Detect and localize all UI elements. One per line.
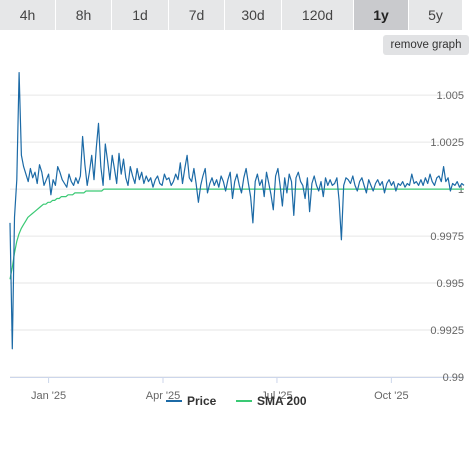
y-tick-label: 0.99 xyxy=(443,372,464,384)
tab-120d[interactable]: 120d xyxy=(282,0,354,30)
series-line-price xyxy=(9,71,465,350)
x-tick-label: Jan '25 xyxy=(31,390,66,402)
x-tick-label: Jul '25 xyxy=(261,390,292,402)
time-range-tabs: 4h 8h 1d 7d 30d 120d 1y 5y xyxy=(0,0,474,30)
y-tick-label: 1.0025 xyxy=(430,137,464,149)
y-tick-label: 0.995 xyxy=(436,278,464,290)
y-tick-label: 0.9975 xyxy=(430,231,464,243)
tab-5y[interactable]: 5y xyxy=(409,0,463,30)
tab-1d[interactable]: 1d xyxy=(112,0,169,30)
tab-7d[interactable]: 7d xyxy=(169,0,225,30)
legend-item-price[interactable]: Price xyxy=(166,394,217,408)
legend-label: SMA 200 xyxy=(257,394,307,408)
tab-30d[interactable]: 30d xyxy=(225,0,282,30)
series-line-sma-200 xyxy=(9,188,464,280)
x-tick-label: Oct '25 xyxy=(374,390,409,402)
y-tick-label: 1 xyxy=(458,184,464,196)
chart-grid xyxy=(10,94,464,378)
chart-legend[interactable]: Price SMA 200 xyxy=(166,394,307,408)
legend-label: Price xyxy=(187,394,217,408)
tab-8h[interactable]: 8h xyxy=(56,0,112,30)
y-axis-ticks: 0.99 0.9925 0.995 0.9975 1 1.0025 1.005 xyxy=(430,90,464,384)
tab-4h[interactable]: 4h xyxy=(0,0,56,30)
tab-1y[interactable]: 1y xyxy=(354,0,409,30)
legend-item-sma-200[interactable]: SMA 200 xyxy=(236,394,307,408)
x-axis-ticks: Jan '25 Apr '25 Jul '25 Oct '25 xyxy=(31,377,409,402)
y-tick-label: 0.9925 xyxy=(430,325,464,337)
chart-series xyxy=(9,71,465,350)
remove-graph-button[interactable]: remove graph xyxy=(383,35,469,55)
x-tick-label: Apr '25 xyxy=(146,390,181,402)
y-tick-label: 1.005 xyxy=(436,90,464,102)
